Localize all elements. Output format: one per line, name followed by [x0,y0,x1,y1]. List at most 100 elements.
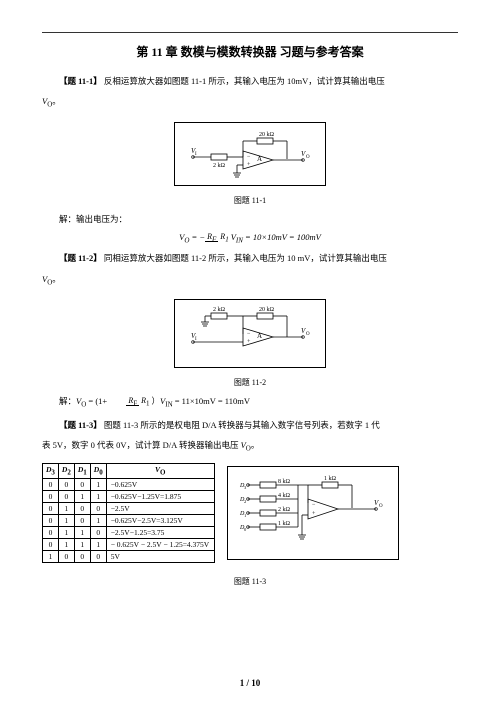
f1-vinsub: IN [236,237,243,245]
c: 0 [74,514,90,526]
table-row: 0011−0.625V−1.25V=1.875 [43,490,215,502]
c: − 0.625V − 2.5V − 1.25=4.375V [106,538,214,550]
c: −2.5V [106,502,214,514]
solution-2: 解：VO = (1+ RFR1）VIN = 11×10mV = 110mV [42,394,458,412]
c: 0 [58,550,74,562]
s2-calc: = 11×10mV = 110mV [173,396,250,406]
q3-t1: 图题 11-3 所示的是权电阻 D/A 转换器与其输入数字信号列表，若数字 1 … [102,420,380,430]
c: 0 [43,502,59,514]
f1-rfsub: F [212,236,216,244]
c: 0 [58,490,74,502]
svg-text:O: O [306,332,310,337]
h-d1s: 1 [83,469,87,477]
svg-text:2 kΩ: 2 kΩ [278,507,291,513]
svg-text:−: − [312,502,316,508]
svg-text:A: A [257,155,262,163]
table-header-row: D3 D2 D1 D0 VO [43,464,215,479]
figure-11-1: VI 2 kΩ20 kΩ −+A VO 图题 11-1 [42,118,458,206]
c: 0 [74,478,90,490]
q3-t2: 表 5V，数字 0 代表 0V，试计算 D/A 转换器输出电压 [42,440,241,450]
header-rule [42,32,458,33]
f1-eq: = − [189,232,205,242]
q3-p: 。 [251,440,260,450]
svg-text:I: I [195,337,197,342]
question-11-2: 【题 11-2】 同相运算放大器如图题 11-2 所示，其输入电压为 10 mV… [42,251,458,265]
h-d3s: 3 [51,469,55,477]
s2-r1sub: 1 [146,400,150,408]
table-row: 0100−2.5V [43,502,215,514]
svg-text:2 kΩ: 2 kΩ [213,307,226,313]
c: 0 [74,550,90,562]
c: 1 [90,514,106,526]
c: −0.625V [106,478,214,490]
q2-vo: VO。 [42,272,458,290]
question-11-3: 【题 11-3】 图题 11-3 所示的是权电阻 D/A 转换器与其输入数字信号… [42,418,458,432]
c: 0 [90,526,106,538]
c: 0 [74,502,90,514]
s2-close: ） [152,396,161,406]
c: 0 [90,550,106,562]
c: 1 [74,526,90,538]
svg-text:8 kΩ: 8 kΩ [278,479,291,485]
page: 第 11 章 数模与模数转换器 习题与参考答案 【题 11-1】 反相运算放大器… [0,0,500,706]
c: 0 [90,502,106,514]
page-footer: 1 / 10 [0,678,500,688]
c: −2.5V−1.25=3.75 [106,526,214,538]
svg-text:+: + [312,511,316,517]
q3-line2: 表 5V，数字 0 代表 0V，试计算 D/A 转换器输出电压 VO。 [42,438,458,456]
period: 。 [52,96,61,106]
c: 0 [43,538,59,550]
svg-text:4 kΩ: 4 kΩ [278,493,291,499]
s2-eq: = (1+ [86,396,109,406]
table-row: 0101−0.625V−2.5V=3.125V [43,514,215,526]
c: 0 [43,514,59,526]
c: 1 [90,490,106,502]
chapter-title: 第 11 章 数模与模数转换器 习题与参考答案 [42,43,458,60]
table-and-circuit: D3 D2 D1 D0 VO 0001−0.625V 0011−0.625V−1… [42,462,458,564]
c: −0.625V−1.25V=1.875 [106,490,214,502]
c: 1 [58,502,74,514]
fig2-caption: 图题 11-2 [42,377,458,388]
svg-text:1 kΩ: 1 kΩ [324,476,337,482]
svg-text:2 kΩ: 2 kΩ [213,163,226,169]
c: 1 [58,538,74,550]
s2-vinsub: IN [165,401,172,409]
q1-text: 反相运算放大器如图题 11-1 所示，其输入电压为 10mV，试计算其输出电压 [102,76,385,86]
fig3-caption: 图题 11-3 [42,576,458,587]
question-11-1: 【题 11-1】 反相运算放大器如图题 11-1 所示，其输入电压为 10mV，… [42,74,458,88]
q2-label: 【题 11-2】 [59,253,102,263]
svg-text:O: O [379,504,383,509]
c: −0.625V−2.5V=3.125V [106,514,214,526]
circuit-diagram-3: D3 D2 D1 D0 8 kΩ4 kΩ2 kΩ1 kΩ 1 kΩ −+ VO [227,466,399,560]
table-row: 0111− 0.625V − 2.5V − 1.25=4.375V [43,538,215,550]
c: 1 [74,538,90,550]
c: 1 [90,538,106,550]
c: 1 [58,526,74,538]
circuit-diagram-1: VI 2 kΩ20 kΩ −+A VO [174,122,326,186]
f1-calc: = 10×10mV = 100mV [243,232,321,242]
c: 1 [58,514,74,526]
c: 0 [43,490,59,502]
table-row: 10005V [43,550,215,562]
figure-11-2: 2 kΩ20 kΩ −+A VI VO 图题 11-2 [42,295,458,388]
svg-text:20 kΩ: 20 kΩ [259,307,275,313]
svg-text:2: 2 [244,499,246,504]
svg-text:20 kΩ: 20 kΩ [259,132,275,138]
q2-text: 同相运算放大器如图题 11-2 所示，其输入电压为 10 mV，试计算其输出电压 [102,253,387,263]
formula-1: VO = −RFR1VIN = 10×10mV = 100mV [42,232,458,245]
svg-text:−: − [247,154,251,160]
h-d0s: 0 [99,469,103,477]
c: 1 [74,490,90,502]
table-row: 0001−0.625V [43,478,215,490]
svg-text:I: I [195,152,197,157]
truth-table: D3 D2 D1 D0 VO 0001−0.625V 0011−0.625V−1… [42,463,215,563]
c: 5V [106,550,214,562]
c: 1 [90,478,106,490]
svg-text:A: A [257,332,262,340]
table-row: 0110−2.5V−1.25=3.75 [43,526,215,538]
f1-r1sub: 1 [225,236,229,244]
solution-1-label: 解：输出电压为： [42,212,458,226]
c: 1 [43,550,59,562]
c: 0 [58,478,74,490]
h-d2s: 2 [67,469,71,477]
